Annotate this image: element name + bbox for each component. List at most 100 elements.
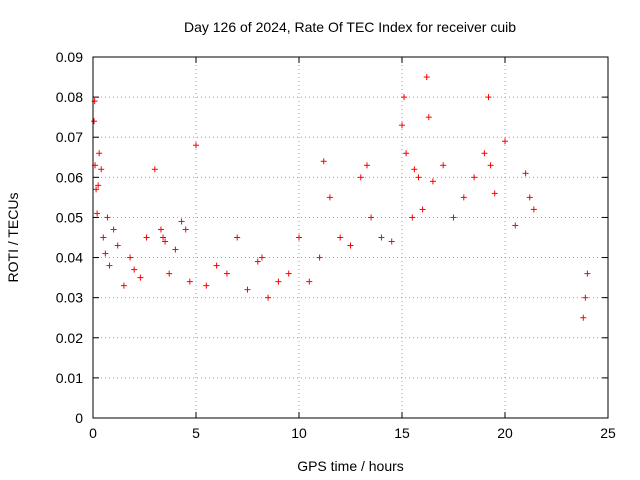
data-point bbox=[502, 138, 508, 145]
y-tick-label: 0.01 bbox=[56, 370, 83, 386]
data-point bbox=[131, 266, 138, 273]
data-point bbox=[104, 214, 111, 221]
data-point bbox=[491, 190, 498, 197]
data-point bbox=[368, 214, 375, 221]
data-point bbox=[403, 150, 410, 157]
data-point bbox=[95, 182, 102, 189]
data-point bbox=[120, 282, 127, 289]
data-point bbox=[110, 226, 117, 233]
tick-marks bbox=[92, 56, 609, 419]
data-point bbox=[487, 162, 494, 169]
plot-frame bbox=[92, 56, 609, 419]
y-tick-label: 0.07 bbox=[56, 129, 83, 145]
data-point bbox=[440, 162, 447, 169]
data-point bbox=[326, 194, 333, 201]
data-point bbox=[102, 250, 109, 257]
data-point bbox=[471, 174, 478, 181]
data-point bbox=[512, 222, 519, 229]
y-tick-label: 0.09 bbox=[56, 49, 83, 65]
y-tick-label: 0.02 bbox=[56, 330, 83, 346]
y-tick-label: 0 bbox=[75, 410, 83, 426]
x-tick-label: 5 bbox=[192, 425, 200, 441]
data-point bbox=[584, 270, 591, 277]
y-tick-labels: 0 0.01 0.02 0.03 0.04 0.05 0.06 0.07 0.08 0.09 bbox=[56, 49, 83, 426]
data-point bbox=[193, 142, 199, 149]
y-tick-label: 0.03 bbox=[56, 290, 83, 306]
data-point bbox=[363, 162, 370, 169]
data-point bbox=[316, 254, 323, 261]
data-point bbox=[425, 114, 432, 121]
y-tick-label: 0.06 bbox=[56, 169, 83, 185]
x-axis-label: GPS time / hours bbox=[297, 458, 404, 474]
data-points bbox=[91, 74, 591, 321]
data-point bbox=[94, 210, 101, 217]
y-tick-label: 0.08 bbox=[56, 89, 83, 105]
data-point bbox=[388, 238, 395, 245]
x-tick-labels: 0 5 10 15 20 25 bbox=[89, 425, 616, 441]
data-point bbox=[320, 158, 327, 165]
data-point bbox=[114, 242, 121, 249]
data-point bbox=[178, 218, 185, 225]
data-point bbox=[485, 94, 492, 101]
data-point bbox=[419, 206, 426, 213]
data-point bbox=[265, 294, 272, 301]
data-point bbox=[258, 254, 265, 261]
x-tick-label: 25 bbox=[600, 425, 616, 441]
data-point bbox=[182, 226, 189, 233]
data-point bbox=[415, 174, 422, 181]
y-tick-label: 0.05 bbox=[56, 209, 83, 225]
data-point bbox=[526, 194, 533, 201]
data-point bbox=[460, 194, 467, 201]
data-point bbox=[151, 166, 158, 173]
data-point bbox=[234, 234, 241, 241]
data-point bbox=[166, 270, 173, 277]
x-tick-label: 0 bbox=[89, 425, 97, 441]
data-point bbox=[157, 226, 164, 233]
data-point bbox=[337, 234, 344, 241]
chart-title: Day 126 of 2024, Rate Of TEC Index for r… bbox=[184, 19, 516, 35]
data-point bbox=[423, 74, 430, 81]
data-point bbox=[98, 166, 105, 173]
data-point bbox=[275, 278, 282, 285]
data-point bbox=[306, 278, 313, 285]
data-point bbox=[96, 150, 103, 157]
data-point bbox=[91, 118, 98, 125]
data-point bbox=[409, 214, 416, 221]
data-point bbox=[285, 270, 292, 277]
data-point bbox=[93, 186, 100, 193]
x-tick-label: 10 bbox=[291, 425, 307, 441]
y-tick-label: 0.04 bbox=[56, 250, 83, 266]
data-point bbox=[137, 274, 144, 281]
data-point bbox=[160, 234, 167, 241]
data-point bbox=[244, 286, 251, 293]
data-point bbox=[254, 258, 261, 265]
data-point bbox=[481, 150, 488, 157]
data-point bbox=[401, 94, 408, 101]
data-point bbox=[580, 314, 587, 321]
data-point bbox=[530, 206, 537, 213]
data-point bbox=[143, 234, 150, 241]
grid-lines bbox=[93, 57, 608, 418]
data-point bbox=[223, 270, 230, 277]
data-point bbox=[450, 214, 457, 221]
data-point bbox=[213, 262, 220, 269]
data-point bbox=[296, 234, 302, 241]
data-point bbox=[127, 254, 134, 261]
y-axis-label: ROTI / TECUs bbox=[5, 193, 21, 283]
data-point bbox=[582, 294, 589, 301]
data-point bbox=[172, 246, 179, 253]
data-point bbox=[162, 238, 169, 245]
data-point bbox=[378, 234, 385, 241]
data-point bbox=[100, 234, 107, 241]
x-tick-label: 15 bbox=[394, 425, 410, 441]
data-point bbox=[347, 242, 354, 249]
data-point bbox=[106, 262, 113, 269]
data-point bbox=[203, 282, 210, 289]
data-point bbox=[522, 170, 529, 177]
data-point bbox=[429, 178, 436, 185]
data-point bbox=[186, 278, 193, 285]
x-tick-label: 20 bbox=[497, 425, 513, 441]
data-point bbox=[357, 174, 364, 181]
data-point bbox=[411, 166, 418, 173]
